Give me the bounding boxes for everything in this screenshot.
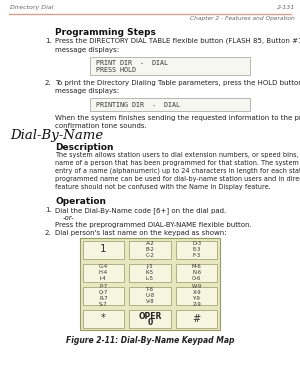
- FancyBboxPatch shape: [176, 286, 218, 305]
- FancyBboxPatch shape: [129, 241, 171, 258]
- Text: A-2
B-2
C-2: A-2 B-2 C-2: [146, 241, 154, 258]
- FancyBboxPatch shape: [82, 310, 124, 327]
- Text: 0: 0: [147, 318, 153, 327]
- FancyBboxPatch shape: [90, 57, 250, 75]
- FancyBboxPatch shape: [82, 286, 124, 305]
- FancyBboxPatch shape: [176, 263, 218, 282]
- FancyBboxPatch shape: [82, 241, 124, 258]
- Text: Directory Dial: Directory Dial: [10, 5, 53, 10]
- Text: The system allows station users to dial extension numbers, or speed bins, by ent: The system allows station users to dial …: [55, 152, 300, 191]
- FancyBboxPatch shape: [82, 263, 124, 282]
- Text: 2-131: 2-131: [277, 5, 295, 10]
- Text: Operation: Operation: [55, 197, 106, 206]
- Text: Dial-By-Name: Dial-By-Name: [10, 129, 103, 142]
- Text: To print the Directory Dialing Table parameters, press the HOLD button. The foll: To print the Directory Dialing Table par…: [55, 80, 300, 95]
- Text: 1.: 1.: [45, 207, 52, 213]
- Text: 1.: 1.: [45, 38, 52, 44]
- Text: 2.: 2.: [45, 230, 52, 236]
- Text: OPER: OPER: [138, 312, 162, 321]
- Text: Figure 2-11: Dial-By-Name Keypad Map: Figure 2-11: Dial-By-Name Keypad Map: [66, 336, 234, 345]
- Text: Programming Steps: Programming Steps: [55, 28, 156, 37]
- Text: PRINTING DIR  -  DIAL: PRINTING DIR - DIAL: [96, 102, 180, 108]
- Text: Description: Description: [55, 143, 113, 152]
- Text: T-8
U-8
V-8: T-8 U-8 V-8: [146, 287, 154, 304]
- Text: #: #: [193, 314, 201, 324]
- Text: J-5
K-5
L-5: J-5 K-5 L-5: [146, 264, 154, 281]
- FancyBboxPatch shape: [176, 310, 218, 327]
- FancyBboxPatch shape: [176, 241, 218, 258]
- Text: Dial the Dial-By-Name code [6+] on the dial pad.: Dial the Dial-By-Name code [6+] on the d…: [55, 207, 226, 214]
- FancyBboxPatch shape: [129, 263, 171, 282]
- Text: PRINT DIR  -  DIAL: PRINT DIR - DIAL: [96, 60, 168, 66]
- Text: G-4
H-4
I-4: G-4 H-4 I-4: [99, 264, 108, 281]
- Text: *: *: [101, 314, 106, 324]
- Text: PRESS HOLD: PRESS HOLD: [96, 67, 136, 73]
- Text: Press the DIRECTORY DIAL TABLE flexible button (FLASH 85, Button #10). The follo: Press the DIRECTORY DIAL TABLE flexible …: [55, 38, 300, 53]
- FancyBboxPatch shape: [129, 310, 171, 327]
- Text: When the system finishes sending the requested information to the printer, a
con: When the system finishes sending the req…: [55, 115, 300, 130]
- Text: Press the preprogrammed DIAL-BY-NAME flexible button.: Press the preprogrammed DIAL-BY-NAME fle…: [55, 222, 252, 228]
- FancyBboxPatch shape: [80, 238, 220, 330]
- Text: W-9
X-9
Y-9
Z-9: W-9 X-9 Y-9 Z-9: [191, 284, 202, 307]
- Text: Chapter 2 - Features and Operation: Chapter 2 - Features and Operation: [190, 16, 295, 21]
- Text: M-6
N-6
O-6: M-6 N-6 O-6: [192, 264, 202, 281]
- Text: Dial person's last name on the keypad as shown:: Dial person's last name on the keypad as…: [55, 230, 227, 236]
- Text: 2.: 2.: [45, 80, 52, 86]
- FancyBboxPatch shape: [90, 98, 250, 111]
- Text: P-7
Q-7
R-7
S-7: P-7 Q-7 R-7 S-7: [99, 284, 108, 307]
- FancyBboxPatch shape: [129, 286, 171, 305]
- Text: 1: 1: [100, 244, 106, 255]
- Text: D-3
E-3
F-3: D-3 E-3 F-3: [192, 241, 201, 258]
- Text: -or-: -or-: [63, 215, 75, 221]
